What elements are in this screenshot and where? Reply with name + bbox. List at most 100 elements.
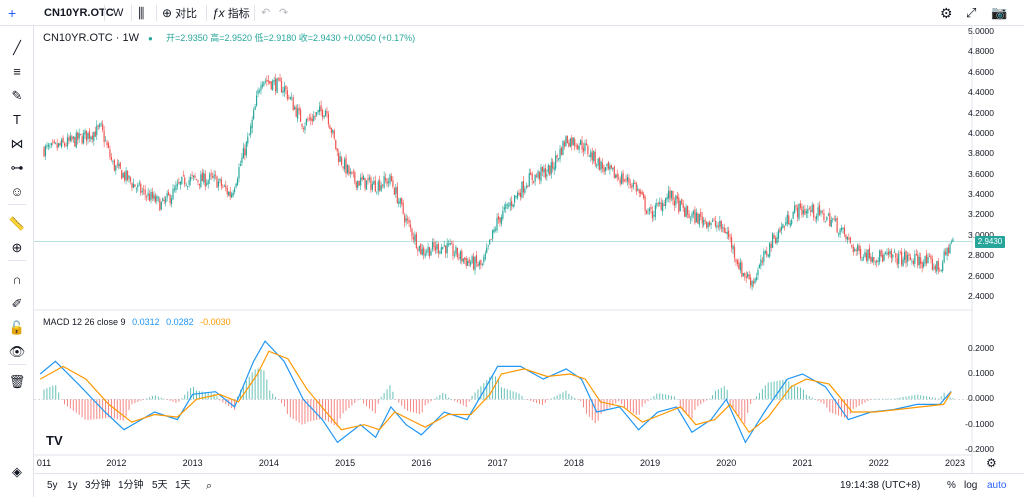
candle-body	[747, 273, 749, 277]
candle-body	[826, 216, 828, 221]
pattern-icon[interactable]: ⋈	[10, 136, 24, 151]
forecast-icon[interactable]: ⊶	[10, 160, 24, 175]
candle-body	[374, 180, 376, 192]
fib-levels-icon[interactable]: ≡	[13, 64, 21, 79]
magnet-icon[interactable]: ∩	[12, 272, 22, 287]
signal-value: 0.0282	[166, 317, 194, 327]
candle-body	[261, 84, 264, 87]
candle-body	[62, 137, 64, 143]
candle-body	[131, 183, 133, 188]
candle-body	[801, 206, 803, 216]
candles-icon[interactable]: ⫼	[138, 5, 145, 21]
candle-body	[886, 252, 888, 255]
candle-body	[162, 198, 164, 202]
candle-body	[666, 196, 668, 200]
lock-icon[interactable]: 🔓	[8, 320, 26, 335]
text-tool-icon[interactable]: T	[13, 112, 21, 127]
candle-body	[597, 158, 599, 166]
histogram-bar	[363, 399, 365, 404]
indicators-button[interactable]: ƒx 指标	[212, 0, 250, 26]
histogram-bar	[354, 399, 356, 403]
candle-body	[241, 157, 243, 164]
candle-body	[94, 131, 96, 137]
brush-icon[interactable]: ✎	[11, 88, 23, 103]
axis-settings-gear-icon[interactable]: ⚙	[986, 456, 997, 470]
range-3min[interactable]: 3分钟	[85, 480, 111, 491]
candle-body	[599, 157, 601, 171]
emoji-icon[interactable]: ☺	[10, 184, 24, 199]
candle-body	[691, 213, 693, 218]
histogram-bar	[577, 399, 579, 400]
redo-icon[interactable]: ↷	[279, 7, 289, 19]
candle-body	[254, 106, 256, 111]
lock-drawings-icon[interactable]: ✐	[11, 296, 23, 311]
candle-body	[852, 246, 854, 253]
compare-button[interactable]: ⊕ 对比	[162, 0, 197, 26]
candle-body	[890, 250, 892, 259]
candle-body	[701, 216, 703, 224]
candle-body	[346, 164, 349, 174]
candle-body	[503, 207, 505, 210]
candle-body	[585, 143, 588, 146]
histogram-bar	[474, 392, 476, 400]
range-1y[interactable]: 1y	[67, 480, 78, 491]
symbol-search-button[interactable]: CN10YR.OTC	[44, 7, 114, 19]
range-5y[interactable]: 5y	[47, 480, 58, 491]
candle-body	[582, 147, 585, 152]
candle-body	[594, 151, 596, 165]
histogram-bar	[503, 388, 505, 400]
candle-body	[373, 181, 375, 185]
percent-toggle[interactable]: %	[947, 480, 956, 491]
goto-date-icon[interactable]: ⌕	[206, 480, 213, 492]
legend-symbol[interactable]: CN10YR.OTC · 1W	[43, 32, 139, 44]
range-1min[interactable]: 1分钟	[118, 480, 144, 491]
eye-icon[interactable]: 👁	[8, 344, 26, 359]
interval-button[interactable]: W	[113, 7, 124, 19]
undo-icon[interactable]: ↶	[261, 7, 271, 19]
candle-body	[829, 213, 831, 226]
candle-body	[225, 185, 227, 189]
range-1d[interactable]: 1天	[175, 480, 191, 491]
time-tick: 2021	[792, 458, 813, 468]
histogram-bar	[324, 399, 326, 421]
candle-body	[849, 237, 851, 244]
trash-icon[interactable]: 🗑	[8, 374, 26, 389]
crosshair-icon[interactable]: +	[8, 5, 17, 21]
histogram-bar	[495, 376, 497, 400]
plus-circle-icon: ⊕	[162, 6, 173, 20]
candle-body	[899, 252, 901, 253]
zoom-in-icon[interactable]: ⊕	[11, 240, 23, 255]
candle-body	[865, 252, 868, 261]
candle-body	[493, 229, 495, 233]
candle-body	[857, 244, 859, 252]
candle-body	[263, 81, 265, 86]
trendline-icon[interactable]: ╱	[13, 40, 21, 55]
camera-icon[interactable]: 📷	[991, 5, 1008, 20]
candle-body	[216, 176, 218, 188]
candle-body	[294, 107, 296, 110]
candle-body	[714, 220, 717, 226]
clock[interactable]: 19:14:38 (UTC+8)	[840, 480, 921, 491]
price-tick: 4.8000	[968, 46, 994, 57]
candle-body	[500, 217, 503, 224]
ruler-icon[interactable]: 📏	[8, 216, 26, 231]
candle-body	[814, 217, 816, 219]
layers-icon[interactable]: ◈	[12, 464, 22, 479]
log-toggle[interactable]: log	[964, 480, 978, 491]
histogram-bar	[846, 399, 848, 419]
candle-body	[511, 201, 513, 206]
histogram-bar	[480, 386, 482, 400]
candle-body	[168, 192, 170, 196]
histogram-bar	[864, 399, 866, 403]
settings-gear-icon[interactable]: ⚙	[940, 5, 953, 21]
fullscreen-icon[interactable]: ⤢	[966, 5, 977, 20]
histogram-bar	[585, 399, 587, 414]
macd-legend[interactable]: MACD 12 26 close 9 0.0312 0.0282 -0.0030	[43, 317, 231, 327]
candle-body	[484, 253, 486, 259]
range-5d[interactable]: 5天	[152, 480, 168, 491]
candle-body	[502, 210, 504, 219]
auto-toggle[interactable]: auto	[987, 480, 1007, 491]
candle-body	[126, 170, 129, 181]
candle-body	[404, 215, 406, 223]
